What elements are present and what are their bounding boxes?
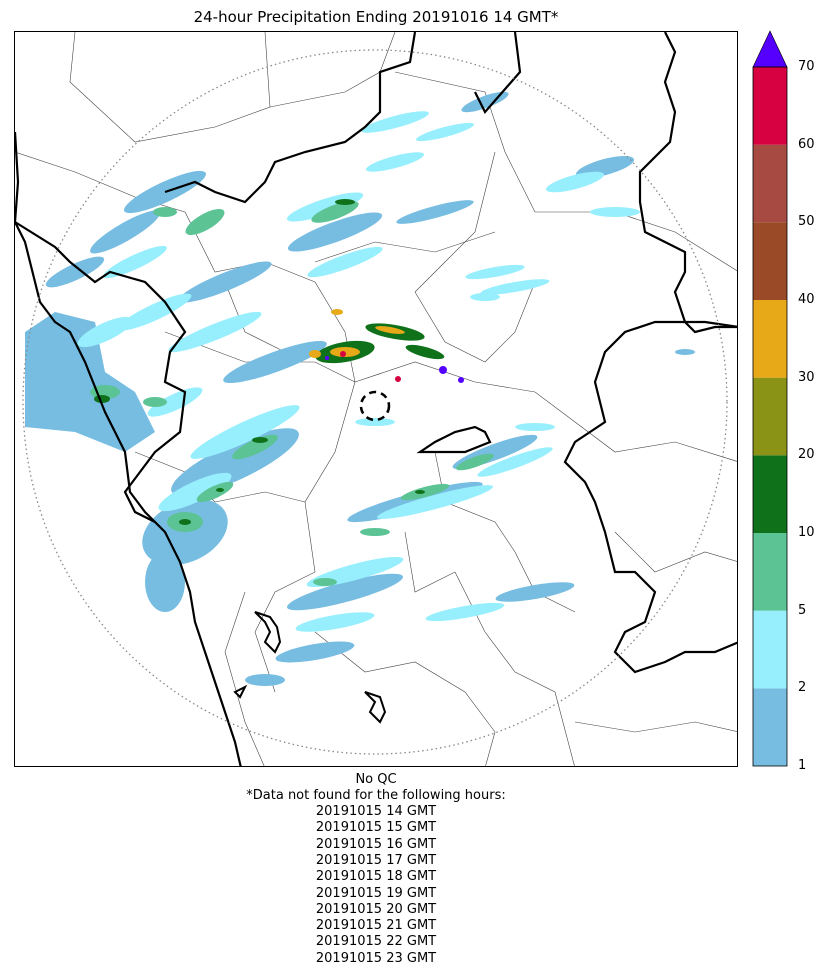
missing-hour-item: 20191015 20 GMT (315, 901, 437, 917)
colorbar-tick-label: 1 (798, 758, 807, 773)
state-border-southeast (563, 320, 737, 674)
colorbar-tick-label: 30 (798, 369, 815, 385)
colorbar-segment (753, 300, 787, 378)
precip-colorbar (752, 30, 788, 767)
missing-hour-item: 20191015 19 GMT (315, 885, 437, 901)
missing-hour-item: 20191015 22 GMT (315, 934, 437, 950)
state-border (15, 32, 522, 523)
missing-hour-item: 20191015 21 GMT (315, 918, 437, 934)
colorbar-tick-label: 60 (798, 136, 815, 152)
colorbar-overflow-arrow (752, 30, 788, 68)
colorbar-tick-label: 50 (798, 214, 815, 230)
state-border-east (638, 32, 737, 334)
colorbar-tick-label: 10 (798, 525, 815, 540)
island-outline (233, 684, 248, 699)
colorbar-segment (753, 222, 787, 300)
district-borders (15, 32, 737, 766)
coastline (15, 131, 242, 766)
colorbar-tick-label: 20 (798, 447, 815, 463)
precip-heavy-cores (309, 309, 464, 383)
colorbar-segment (753, 610, 787, 689)
colorbar-segment (753, 67, 787, 145)
state-border-central (416, 425, 492, 454)
colorbar-tick-label: 40 (798, 292, 815, 307)
radar-range-ring (22, 49, 728, 755)
colorbar-tick-label: 5 (798, 602, 807, 618)
colorbar-tick-label: 2 (798, 680, 807, 696)
colorbar-segment (753, 455, 787, 533)
lake-outline-south-2 (364, 691, 387, 724)
missing-hour-item: 20191015 14 GMT (315, 804, 437, 819)
precipitation-map (14, 31, 738, 767)
colorbar-segment (753, 144, 787, 223)
missing-hour-item: 20191015 17 GMT (315, 852, 437, 868)
lake-outline-south (254, 611, 282, 654)
missing-hour-item: 20191015 23 GMT (315, 950, 437, 966)
missing-data-heading: *Data not found for the following hours: (246, 788, 506, 803)
radar-site-marker (359, 390, 391, 422)
colorbar-segment (753, 688, 787, 766)
missing-hour-item: 20191015 15 GMT (315, 820, 437, 836)
missing-hour-item: 20191015 16 GMT (315, 836, 437, 852)
missing-hour-item: 20191015 18 GMT (315, 869, 437, 885)
map-title: 24-hour Precipitation Ending 20191016 14… (193, 8, 559, 26)
colorbar-segment (753, 533, 787, 611)
qc-note: No QC (355, 772, 397, 787)
colorbar-tick-label: 70 (798, 59, 815, 74)
colorbar-segment (753, 377, 787, 456)
